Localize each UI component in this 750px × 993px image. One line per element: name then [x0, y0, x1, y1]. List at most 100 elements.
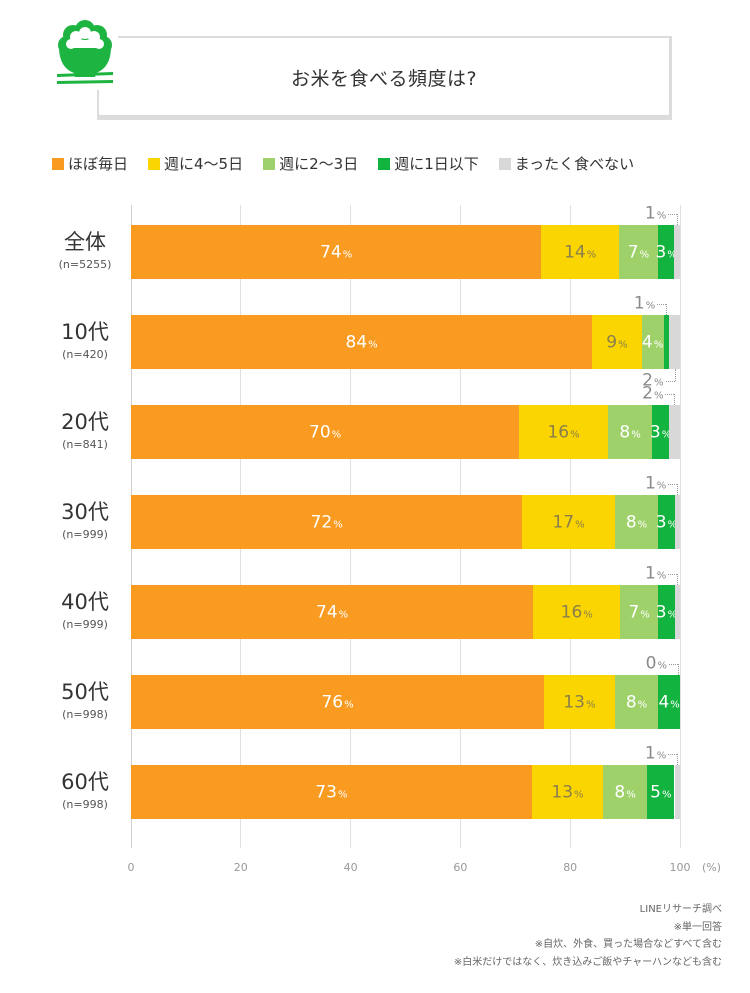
legend-item-2-3-days: 週に2〜3日 [263, 153, 358, 174]
callout-leader [678, 664, 679, 675]
bar-segment [652, 405, 669, 459]
data-label: 8% [619, 424, 640, 442]
sample-size: (n=998) [62, 708, 108, 721]
category-label: 30代 (n=999) [40, 500, 130, 541]
value-number: 3 [649, 422, 661, 443]
data-label: 76% [321, 692, 353, 713]
category-name: 50代 [61, 680, 109, 704]
value-suffix: % [333, 519, 343, 531]
data-label: 3% [656, 514, 678, 532]
value-number: 74 [316, 602, 338, 623]
category-label: 40代 (n=999) [40, 592, 130, 631]
x-tick-label: 80 [563, 861, 578, 874]
data-label: 16% [561, 604, 593, 622]
x-axis-unit: (%) [702, 861, 722, 874]
category-label: 50代 (n=998) [40, 680, 130, 721]
legend-swatch [378, 157, 391, 170]
bar-segment [674, 495, 680, 549]
bar-segment [663, 315, 669, 369]
sample-size: (n=5255) [58, 258, 112, 271]
bar-segment [131, 765, 532, 819]
footnote: ※単一回答 [673, 921, 722, 933]
value-suffix: % [342, 249, 353, 261]
category-label: 60代 (n=998) [40, 772, 130, 811]
value-suffix: % [667, 519, 678, 531]
legend-swatch [263, 157, 276, 170]
value-number: 8 [614, 782, 626, 803]
bar-segment [131, 675, 545, 729]
bar-segment [658, 675, 680, 729]
bar-segment [531, 765, 604, 819]
value-number: 7 [628, 602, 640, 623]
value-suffix: % [618, 339, 628, 351]
callout-label: 2% [642, 372, 663, 390]
x-tick-label: 20 [233, 861, 248, 874]
bar-segment [674, 225, 680, 279]
category-name: 20代 [61, 410, 109, 434]
bar-segment [674, 585, 680, 639]
value-suffix: % [570, 429, 580, 441]
value-number: 1 [644, 563, 656, 584]
value-number: 0 [645, 653, 657, 674]
value-number: 13 [563, 692, 585, 713]
callout-leader [668, 754, 678, 755]
footnote: ※白米だけではなく、炊き込みご飯やチャーハンなども含む [453, 956, 722, 968]
callout-label: 1% [645, 745, 667, 763]
value-suffix: % [657, 660, 667, 672]
data-label: 13% [551, 784, 583, 802]
bar-segment [607, 405, 653, 459]
data-label: 72% [311, 514, 343, 532]
value-suffix: % [637, 519, 648, 531]
bar-segment [658, 585, 675, 639]
bar-segment [619, 225, 658, 279]
callout-label: 0% [645, 653, 667, 674]
value-number: 1 [644, 203, 656, 224]
value-number: 1 [633, 293, 645, 314]
data-label: 84% [345, 332, 378, 353]
value-number: 17 [552, 512, 575, 533]
data-label: 3% [656, 604, 677, 622]
callout-leader [674, 394, 676, 405]
data-label: 3% [655, 244, 676, 262]
value-number: 8 [625, 512, 637, 533]
legend-label: 週に2〜3日 [279, 155, 359, 173]
bar-segment [131, 315, 593, 369]
category-name: 10代 [61, 320, 109, 344]
value-suffix: % [368, 339, 378, 351]
data-label: 4% [641, 332, 664, 353]
value-number: 4 [641, 332, 653, 353]
value-number: 9 [606, 332, 618, 353]
value-number: 84 [345, 332, 368, 353]
value-suffix: % [656, 750, 667, 762]
category-name: 全体 [64, 230, 106, 254]
value-number: 76 [321, 692, 344, 713]
value-suffix: % [637, 699, 648, 711]
bar-segment [131, 405, 520, 459]
data-label: 74% [316, 602, 348, 623]
category-label: 10代 (n=420) [40, 320, 130, 361]
data-label: 7% [628, 244, 650, 262]
callout-label: 1% [633, 293, 655, 314]
legend-label: 週に4〜5日 [164, 155, 244, 173]
value-suffix: % [661, 789, 672, 801]
value-number: 73 [315, 782, 337, 803]
value-suffix: % [639, 249, 650, 261]
bar-segment [614, 495, 659, 549]
category-name: 30代 [61, 500, 109, 524]
bar-segment [674, 765, 680, 819]
value-suffix: % [331, 429, 342, 441]
gridline [679, 205, 681, 848]
callout-leader [669, 664, 678, 665]
value-suffix: % [337, 789, 348, 801]
value-number: 2 [642, 383, 653, 404]
bar-segment [657, 225, 675, 279]
value-suffix: % [656, 480, 667, 492]
legend-label: 週に1日以下 [394, 155, 479, 173]
callout-label: 2% [642, 383, 663, 404]
value-number: 14 [564, 242, 586, 263]
value-suffix: % [640, 609, 650, 621]
legend-label: まったく食べない [514, 155, 635, 173]
value-suffix: % [653, 339, 664, 351]
x-tick-label: 40 [343, 861, 358, 874]
